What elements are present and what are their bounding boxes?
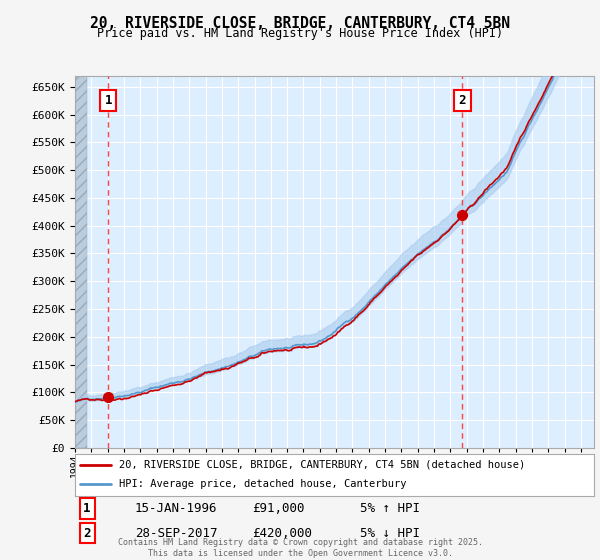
Text: HPI: Average price, detached house, Canterbury: HPI: Average price, detached house, Cant… bbox=[119, 479, 407, 489]
Text: 2: 2 bbox=[83, 526, 91, 540]
Text: 1: 1 bbox=[104, 94, 112, 107]
Text: 1: 1 bbox=[83, 502, 91, 515]
Text: £420,000: £420,000 bbox=[252, 526, 312, 540]
Text: 2: 2 bbox=[459, 94, 466, 107]
Text: 20, RIVERSIDE CLOSE, BRIDGE, CANTERBURY, CT4 5BN (detached house): 20, RIVERSIDE CLOSE, BRIDGE, CANTERBURY,… bbox=[119, 460, 526, 470]
Text: 15-JAN-1996: 15-JAN-1996 bbox=[135, 502, 218, 515]
Text: 5% ↑ HPI: 5% ↑ HPI bbox=[360, 502, 420, 515]
Text: 5% ↓ HPI: 5% ↓ HPI bbox=[360, 526, 420, 540]
Text: £91,000: £91,000 bbox=[252, 502, 305, 515]
Bar bbox=[75, 76, 87, 448]
Text: 28-SEP-2017: 28-SEP-2017 bbox=[135, 526, 218, 540]
Text: Price paid vs. HM Land Registry's House Price Index (HPI): Price paid vs. HM Land Registry's House … bbox=[97, 27, 503, 40]
Text: 20, RIVERSIDE CLOSE, BRIDGE, CANTERBURY, CT4 5BN: 20, RIVERSIDE CLOSE, BRIDGE, CANTERBURY,… bbox=[90, 16, 510, 31]
Text: Contains HM Land Registry data © Crown copyright and database right 2025.
This d: Contains HM Land Registry data © Crown c… bbox=[118, 538, 482, 558]
